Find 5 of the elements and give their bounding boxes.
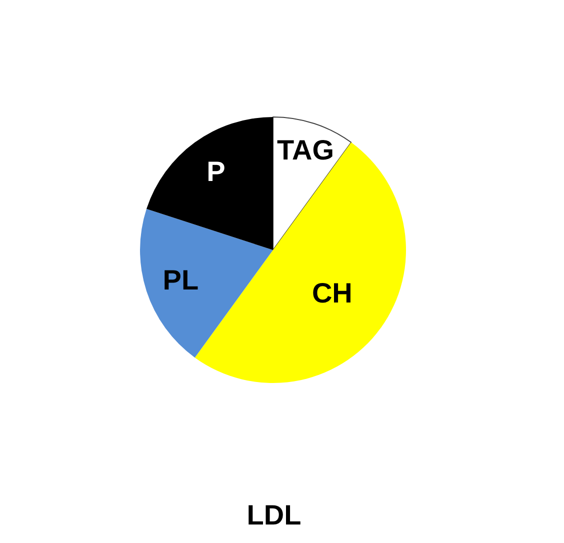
text: LDL — [246, 500, 302, 530]
slice-label: TAG — [276, 134, 334, 166]
slice-label: CH — [312, 277, 352, 308]
slice-label: P — [206, 156, 226, 187]
slice-label: PL — [162, 264, 199, 296]
